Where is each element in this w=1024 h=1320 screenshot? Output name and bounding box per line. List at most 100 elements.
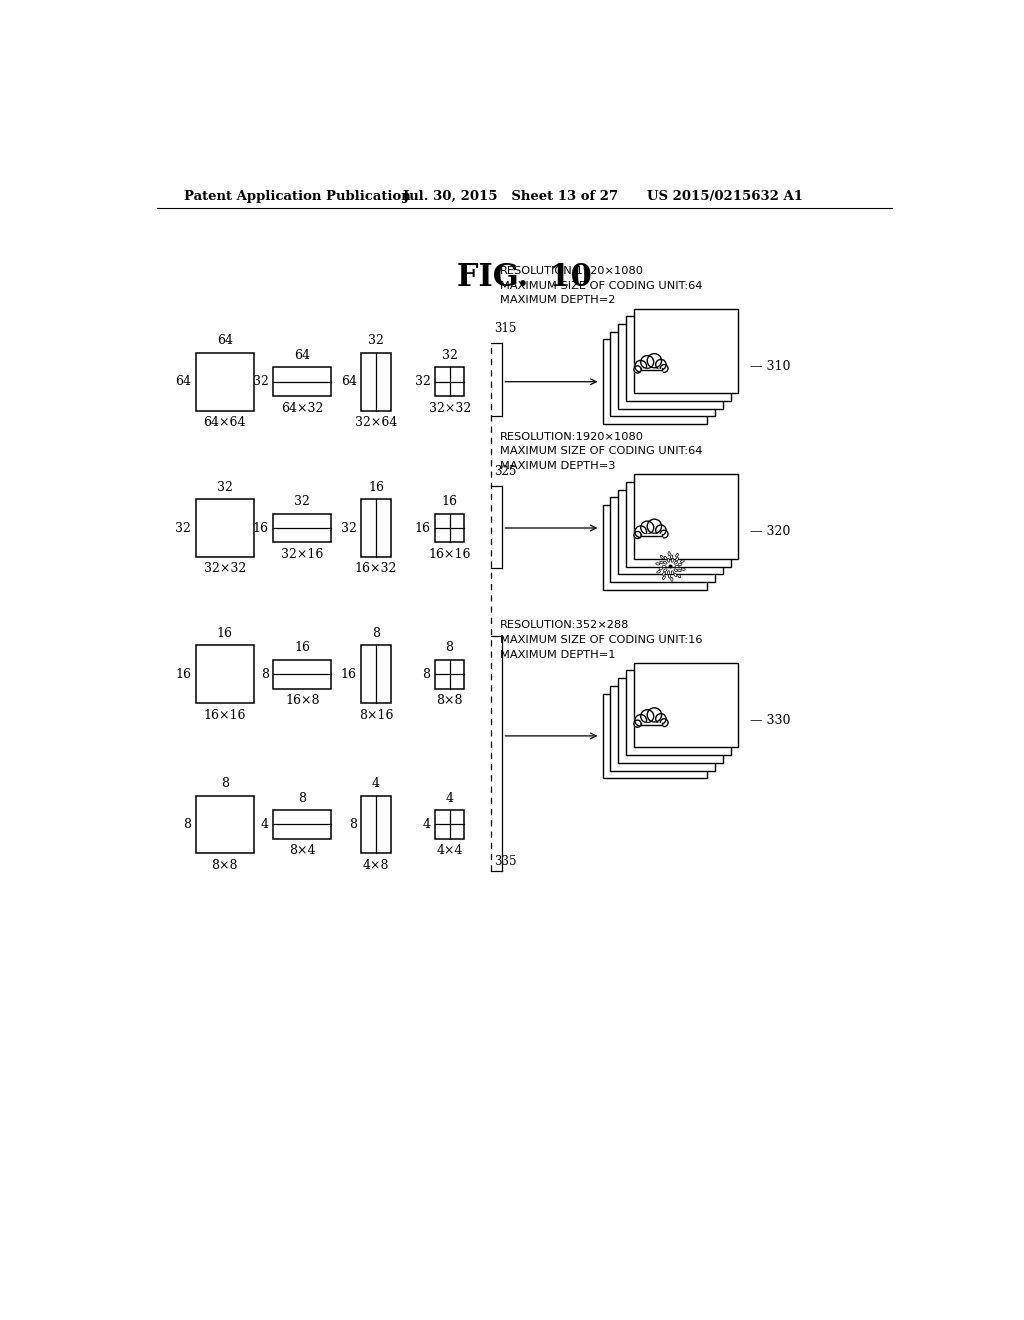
Text: 8: 8 xyxy=(445,642,454,655)
Bar xyxy=(435,367,464,396)
Text: RESOLUTION:1920×1080: RESOLUTION:1920×1080 xyxy=(500,432,644,442)
Text: 4×4: 4×4 xyxy=(436,845,463,857)
Text: 8×8: 8×8 xyxy=(212,859,239,871)
Text: 8×4: 8×4 xyxy=(289,845,315,857)
Text: 8: 8 xyxy=(423,668,430,681)
Text: 4: 4 xyxy=(445,792,454,805)
Text: RESOLUTION:1920×1080: RESOLUTION:1920×1080 xyxy=(500,267,644,276)
Bar xyxy=(273,367,332,396)
Bar xyxy=(634,663,738,747)
Text: 8: 8 xyxy=(349,818,356,832)
Ellipse shape xyxy=(678,574,681,578)
Text: 32: 32 xyxy=(175,521,191,535)
Bar xyxy=(196,352,254,411)
Text: — 330: — 330 xyxy=(750,714,791,727)
Circle shape xyxy=(641,710,653,722)
Text: 4: 4 xyxy=(423,818,430,832)
Text: 8×8: 8×8 xyxy=(436,694,463,708)
Text: 32: 32 xyxy=(295,495,310,508)
Circle shape xyxy=(641,521,653,535)
Text: 16: 16 xyxy=(175,668,191,681)
Text: 16: 16 xyxy=(368,480,384,494)
Circle shape xyxy=(641,355,653,368)
Text: 8: 8 xyxy=(221,777,229,791)
Ellipse shape xyxy=(675,565,679,568)
Ellipse shape xyxy=(676,553,678,557)
Bar xyxy=(618,323,723,409)
Ellipse shape xyxy=(672,570,674,574)
Text: MAXIMUM DEPTH=1: MAXIMUM DEPTH=1 xyxy=(500,649,615,660)
Circle shape xyxy=(655,525,666,536)
Text: 32: 32 xyxy=(341,521,356,535)
Bar xyxy=(603,339,708,424)
Text: 4: 4 xyxy=(261,818,268,832)
Bar xyxy=(361,645,390,704)
Bar xyxy=(361,796,390,853)
Ellipse shape xyxy=(663,576,666,579)
Text: 32×16: 32×16 xyxy=(282,548,324,561)
Bar xyxy=(634,474,738,558)
Text: 64: 64 xyxy=(294,348,310,362)
Circle shape xyxy=(635,714,646,726)
Text: 32×32: 32×32 xyxy=(428,401,471,414)
Circle shape xyxy=(634,366,641,374)
Text: MAXIMUM DEPTH=2: MAXIMUM DEPTH=2 xyxy=(500,296,615,305)
Text: 16×16: 16×16 xyxy=(428,548,471,561)
Bar xyxy=(641,535,662,541)
Text: 16: 16 xyxy=(217,627,232,640)
Text: 4×8: 4×8 xyxy=(362,859,389,871)
Ellipse shape xyxy=(674,573,677,577)
Text: 32×32: 32×32 xyxy=(204,562,246,576)
Ellipse shape xyxy=(663,565,666,568)
Ellipse shape xyxy=(674,561,678,564)
Text: 4: 4 xyxy=(372,777,380,791)
Text: 8: 8 xyxy=(298,792,306,805)
Ellipse shape xyxy=(671,554,673,558)
Ellipse shape xyxy=(663,572,666,576)
Text: Jul. 30, 2015   Sheet 13 of 27: Jul. 30, 2015 Sheet 13 of 27 xyxy=(403,190,618,203)
Text: — 320: — 320 xyxy=(750,525,791,539)
Text: 32: 32 xyxy=(253,375,268,388)
Bar xyxy=(641,723,662,730)
Ellipse shape xyxy=(681,560,684,562)
Bar xyxy=(361,352,390,411)
Text: 16×8: 16×8 xyxy=(285,694,319,708)
Circle shape xyxy=(647,519,662,533)
Ellipse shape xyxy=(659,561,664,564)
Bar xyxy=(273,810,332,840)
Circle shape xyxy=(655,359,666,370)
Bar xyxy=(626,482,730,566)
Text: 8: 8 xyxy=(183,818,191,832)
Bar xyxy=(196,645,254,704)
Ellipse shape xyxy=(681,568,685,570)
Circle shape xyxy=(660,531,668,539)
Text: 32: 32 xyxy=(415,375,430,388)
Bar xyxy=(618,678,723,763)
Bar xyxy=(610,331,715,416)
Text: 16: 16 xyxy=(341,668,356,681)
Text: 16: 16 xyxy=(294,642,310,655)
Text: 16: 16 xyxy=(441,495,458,508)
Text: US 2015/0215632 A1: US 2015/0215632 A1 xyxy=(647,190,803,203)
Ellipse shape xyxy=(668,552,671,556)
Text: — 310: — 310 xyxy=(750,360,791,372)
Circle shape xyxy=(634,532,641,539)
Text: 16: 16 xyxy=(415,521,430,535)
Ellipse shape xyxy=(655,562,659,565)
Text: MAXIMUM SIZE OF CODING UNIT:64: MAXIMUM SIZE OF CODING UNIT:64 xyxy=(500,446,702,457)
Bar xyxy=(603,506,708,590)
Ellipse shape xyxy=(665,556,667,560)
Text: 64×32: 64×32 xyxy=(282,401,324,414)
Text: 64: 64 xyxy=(341,375,356,388)
Ellipse shape xyxy=(672,558,674,562)
Text: 8×16: 8×16 xyxy=(358,709,393,722)
Ellipse shape xyxy=(674,569,678,572)
Text: 315: 315 xyxy=(495,322,517,335)
Text: 64: 64 xyxy=(175,375,191,388)
Text: 16×32: 16×32 xyxy=(354,562,397,576)
Ellipse shape xyxy=(669,574,671,578)
Circle shape xyxy=(660,719,668,726)
Circle shape xyxy=(655,714,666,723)
Text: 16×16: 16×16 xyxy=(204,709,246,722)
Text: MAXIMUM SIZE OF CODING UNIT:64: MAXIMUM SIZE OF CODING UNIT:64 xyxy=(500,281,702,290)
